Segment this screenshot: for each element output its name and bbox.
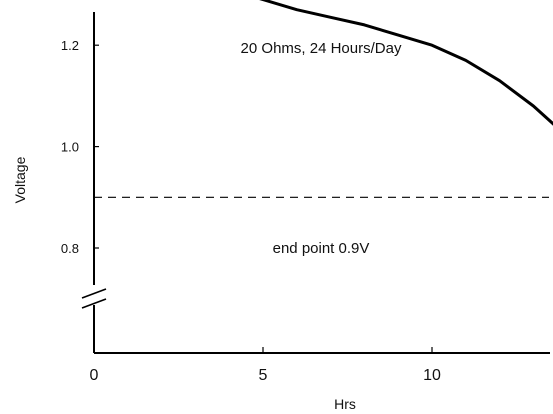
y-axis-break-mark-upper xyxy=(81,288,107,299)
x-tick-label: 10 xyxy=(423,367,441,384)
y-tick-label: 1.2 xyxy=(61,38,79,53)
discharge-curve xyxy=(259,0,553,126)
y-ticks: 0.81.01.21.41.6 xyxy=(61,38,99,256)
y-axis-title: Voltage xyxy=(12,156,28,203)
y-axis-break-mark-lower xyxy=(81,298,107,309)
endpoint-annotation: end point 0.9V xyxy=(273,240,370,257)
plot-area: 05101520 0.81.01.21.41.6 20 Ohms, 24 Hou… xyxy=(12,0,553,412)
x-ticks: 05101520 xyxy=(90,347,441,384)
condition-annotation: 20 Ohms, 24 Hours/Day xyxy=(241,40,402,57)
x-tick-label: 5 xyxy=(259,367,268,384)
x-tick-label: 0 xyxy=(90,367,99,384)
x-axis-title: Hrs xyxy=(334,396,356,412)
y-tick-label: 0.8 xyxy=(61,241,79,256)
y-axis-break xyxy=(81,288,107,309)
y-tick-label: 1.0 xyxy=(61,140,79,155)
